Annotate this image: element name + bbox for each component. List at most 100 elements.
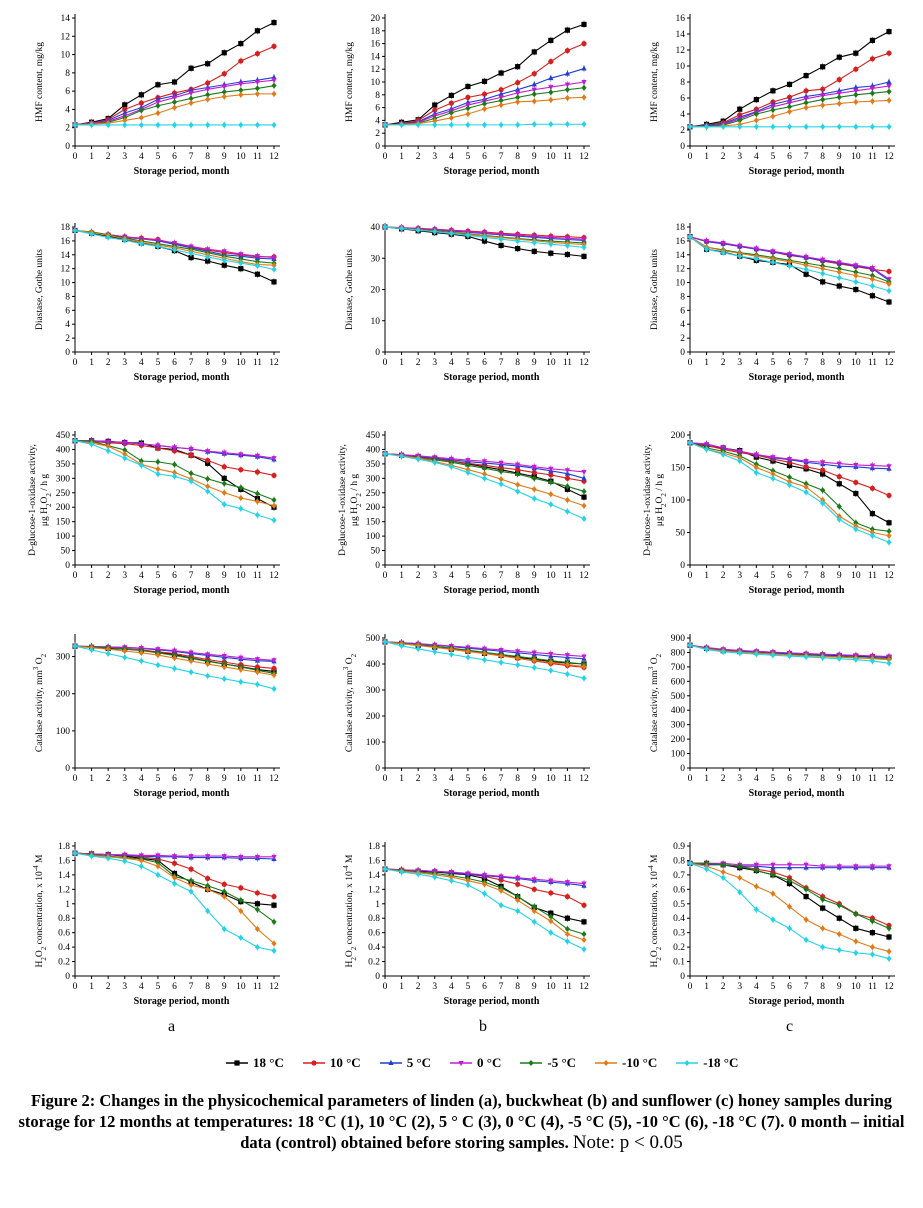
x-tick-label: 2 <box>416 358 421 368</box>
point-marker <box>481 100 488 107</box>
x-tick-label: 4 <box>754 152 759 162</box>
point-marker <box>564 653 571 659</box>
point-marker <box>564 48 571 54</box>
point-marker <box>703 123 710 130</box>
point-marker <box>770 871 776 878</box>
point-marker <box>515 481 521 488</box>
x-tick-label: 7 <box>499 774 504 784</box>
y-axis-label: Diastase, Gothe units <box>35 249 45 330</box>
x-axis-label: Storage period, month <box>444 166 540 177</box>
y-tick-label: 400 <box>671 706 686 716</box>
point-marker <box>415 456 421 463</box>
point-marker <box>155 443 161 449</box>
point-marker <box>271 918 277 925</box>
point-marker <box>853 263 859 269</box>
point-marker <box>803 459 809 465</box>
x-tick-label: 5 <box>771 982 776 992</box>
x-tick-label: 12 <box>884 982 894 992</box>
point-marker <box>803 893 809 900</box>
point-marker <box>238 678 244 685</box>
x-tick-label: 12 <box>269 152 279 162</box>
series-7 <box>687 641 892 667</box>
y-tick-label: 100 <box>366 738 381 748</box>
point-marker <box>238 467 244 473</box>
x-tick-label: 0 <box>688 358 693 368</box>
x-tick-label: 0 <box>383 571 388 581</box>
point-marker <box>820 270 826 277</box>
point-marker <box>271 517 277 524</box>
point-marker <box>581 253 587 259</box>
point-marker <box>205 258 211 264</box>
point-marker <box>105 855 111 862</box>
point-marker <box>481 650 488 657</box>
point-marker <box>548 918 554 925</box>
y-tick-label: 14 <box>676 251 686 261</box>
point-marker <box>498 460 504 466</box>
y-axis-unit: μg H2O2 / h g <box>350 474 363 526</box>
point-marker <box>531 650 537 656</box>
point-marker <box>271 78 277 84</box>
x-axis-label: Storage period, month <box>444 585 540 596</box>
point-marker <box>465 94 471 100</box>
point-marker <box>581 80 587 86</box>
x-axis-label: Storage period, month <box>134 996 230 1007</box>
y-tick-label: 16 <box>371 40 381 50</box>
point-marker <box>205 488 211 495</box>
point-marker <box>581 84 587 91</box>
x-tick-label: 6 <box>787 152 792 162</box>
x-tick-label: 4 <box>449 358 454 368</box>
y-tick-label: 4 <box>680 110 685 120</box>
x-tick-label: 11 <box>253 152 262 162</box>
x-tick-label: 2 <box>721 982 726 992</box>
point-marker <box>388 1059 394 1065</box>
x-tick-label: 3 <box>737 774 742 784</box>
series-7 <box>382 120 587 129</box>
x-tick-label: 12 <box>269 982 279 992</box>
point-marker <box>853 925 859 931</box>
x-tick-label: 8 <box>820 982 825 992</box>
point-marker <box>564 70 571 76</box>
y-tick-label: 200 <box>56 503 71 513</box>
point-marker <box>448 121 454 128</box>
point-marker <box>221 475 227 481</box>
point-marker <box>820 896 826 903</box>
point-marker <box>138 441 144 448</box>
point-marker <box>869 930 876 936</box>
y-tick-label: 0.5 <box>673 900 685 910</box>
y-tick-label: 0.4 <box>673 914 685 924</box>
point-marker <box>221 501 227 508</box>
point-marker <box>238 897 244 904</box>
y-axis-unit: μg H2O2 / h g <box>655 474 668 526</box>
point-marker <box>531 469 537 476</box>
y-tick-label: 4 <box>65 105 70 115</box>
series-7 <box>382 223 587 251</box>
y-tick-label: 1.4 <box>368 871 380 881</box>
y-tick-label: 0.4 <box>368 943 380 953</box>
point-marker <box>869 293 876 299</box>
y-tick-label: 0.7 <box>673 871 685 881</box>
point-marker <box>836 474 842 480</box>
point-marker <box>498 90 504 97</box>
point-marker <box>271 947 277 954</box>
point-marker <box>820 102 826 109</box>
point-marker <box>820 925 826 932</box>
point-marker <box>432 102 438 108</box>
x-tick-label: 9 <box>837 982 842 992</box>
y-tick-label: 0 <box>375 348 380 358</box>
x-tick-label: 12 <box>884 152 894 162</box>
y-tick-label: 0 <box>375 972 380 982</box>
point-marker <box>205 475 211 482</box>
point-marker <box>238 91 244 98</box>
point-marker <box>737 458 743 464</box>
point-marker <box>531 918 537 925</box>
point-marker <box>448 463 454 470</box>
x-tick-label: 11 <box>563 571 572 581</box>
point-marker <box>853 938 859 945</box>
point-marker <box>687 642 693 649</box>
x-tick-label: 8 <box>515 152 520 162</box>
point-marker <box>271 121 277 128</box>
point-marker <box>786 123 793 130</box>
